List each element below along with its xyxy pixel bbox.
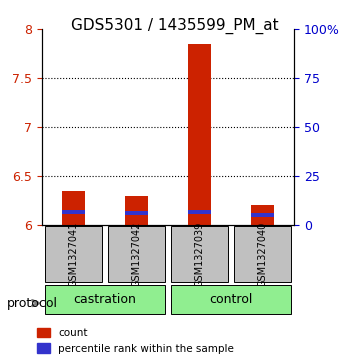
- Text: GSM1327039: GSM1327039: [195, 221, 204, 287]
- Bar: [251, 213, 274, 217]
- Text: protocol: protocol: [7, 297, 58, 310]
- FancyBboxPatch shape: [45, 226, 102, 282]
- Bar: [62, 191, 85, 225]
- FancyBboxPatch shape: [234, 226, 291, 282]
- Legend: count, percentile rank within the sample: count, percentile rank within the sample: [33, 324, 238, 358]
- FancyBboxPatch shape: [171, 226, 228, 282]
- Text: GSM1327040: GSM1327040: [258, 221, 267, 287]
- Text: GSM1327042: GSM1327042: [132, 221, 141, 287]
- Bar: [188, 44, 210, 225]
- Text: castration: castration: [74, 293, 136, 306]
- Text: GDS5301 / 1435599_PM_at: GDS5301 / 1435599_PM_at: [71, 18, 279, 34]
- Bar: [62, 211, 85, 214]
- Bar: [125, 196, 148, 225]
- FancyBboxPatch shape: [108, 226, 165, 282]
- Bar: [125, 211, 148, 215]
- FancyBboxPatch shape: [171, 285, 291, 314]
- Bar: [251, 205, 274, 225]
- Text: GSM1327041: GSM1327041: [69, 221, 78, 287]
- FancyBboxPatch shape: [45, 285, 165, 314]
- Text: control: control: [209, 293, 253, 306]
- Bar: [188, 211, 210, 214]
